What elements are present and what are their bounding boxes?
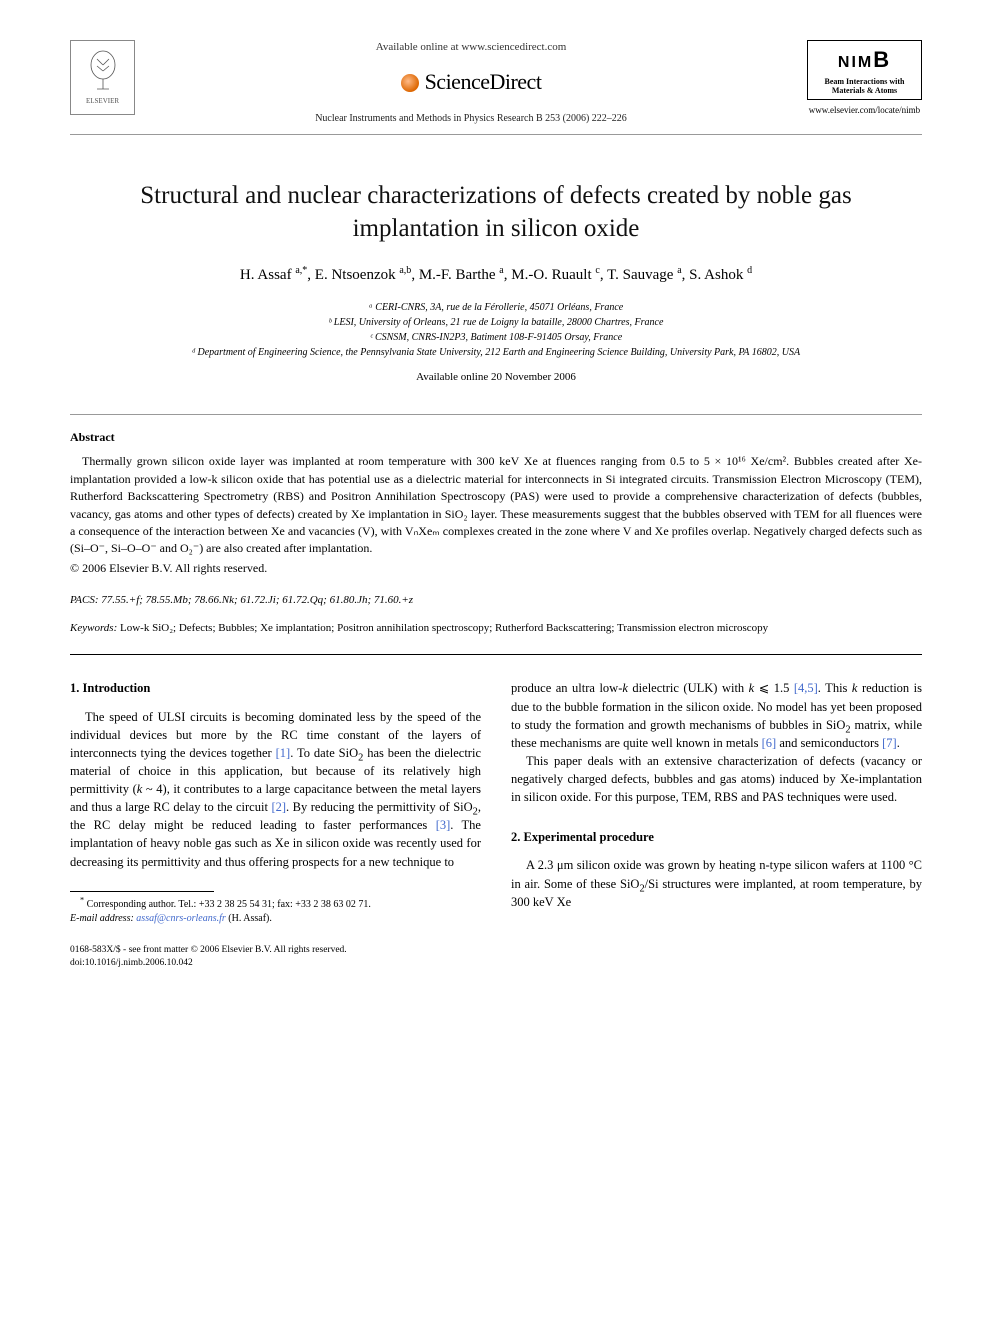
experimental-heading: 2. Experimental procedure bbox=[511, 828, 922, 846]
journal-reference: Nuclear Instruments and Methods in Physi… bbox=[155, 112, 787, 126]
affiliation-a: ᵃ CERI-CNRS, 3A, rue de la Férollerie, 4… bbox=[70, 300, 922, 315]
abstract-text: Thermally grown silicon oxide layer was … bbox=[70, 453, 922, 557]
intro-paragraph-3: This paper deals with an extensive chara… bbox=[511, 752, 922, 806]
sciencedirect-name: ScienceDirect bbox=[425, 67, 542, 98]
nimb-box: NIMB Beam Interactions with Materials & … bbox=[807, 40, 922, 100]
body-columns: 1. Introduction The speed of ULSI circui… bbox=[70, 679, 922, 970]
experimental-paragraph-1: A 2.3 μm silicon oxide was grown by heat… bbox=[511, 856, 922, 910]
affiliations: ᵃ CERI-CNRS, 3A, rue de la Férollerie, 4… bbox=[70, 300, 922, 360]
body-top-rule bbox=[70, 654, 922, 655]
intro-paragraph-1: The speed of ULSI circuits is becoming d… bbox=[70, 708, 481, 871]
abstract-copyright: © 2006 Elsevier B.V. All rights reserved… bbox=[70, 560, 922, 577]
pacs-line: PACS: 77.55.+f; 78.55.Mb; 78.66.Nk; 61.7… bbox=[70, 593, 922, 608]
ref-1[interactable]: [1] bbox=[276, 746, 291, 760]
journal-acronym: NIMB bbox=[814, 45, 915, 76]
keywords-text: Low-k SiO₂; Defects; Bubbles; Xe implant… bbox=[120, 622, 768, 634]
ref-7[interactable]: [7] bbox=[882, 736, 897, 750]
abstract-heading: Abstract bbox=[70, 429, 922, 446]
corresponding-email-link[interactable]: assaf@cnrs-orleans.fr bbox=[136, 913, 225, 924]
article-title: Structural and nuclear characterizations… bbox=[110, 180, 882, 245]
keywords-line: Keywords: Low-k SiO₂; Defects; Bubbles; … bbox=[70, 620, 922, 637]
affiliation-d: ᵈ Department of Engineering Science, the… bbox=[70, 345, 922, 360]
pacs-codes: 77.55.+f; 78.55.Mb; 78.66.Nk; 61.72.Ji; … bbox=[101, 594, 413, 606]
footer-doi: doi:10.1016/j.nimb.2006.10.042 bbox=[70, 957, 481, 970]
journal-subtitle: Beam Interactions with Materials & Atoms bbox=[814, 78, 915, 96]
affiliation-b: ᵇ LESI, University of Orleans, 21 rue de… bbox=[70, 315, 922, 330]
elsevier-logo: ELSEVIER bbox=[70, 40, 135, 115]
email-author: (H. Assaf). bbox=[228, 913, 272, 924]
footer-info: 0168-583X/$ - see front matter © 2006 El… bbox=[70, 944, 481, 971]
right-column: produce an ultra low-k dielectric (ULK) … bbox=[511, 679, 922, 970]
ref-4-5[interactable]: [4,5] bbox=[794, 681, 818, 695]
abstract-top-rule bbox=[70, 414, 922, 415]
footer-copyright: 0168-583X/$ - see front matter © 2006 El… bbox=[70, 944, 481, 957]
footnote-marker: * bbox=[80, 895, 84, 904]
header-rule bbox=[70, 134, 922, 135]
affiliation-c: ᶜ CSNSM, CNRS-IN2P3, Batiment 108-F-9140… bbox=[70, 330, 922, 345]
corresponding-author-footnote: * Corresponding author. Tel.: +33 2 38 2… bbox=[70, 898, 481, 926]
footnote-text: Corresponding author. Tel.: +33 2 38 25 … bbox=[87, 899, 371, 910]
tree-icon bbox=[85, 49, 121, 97]
pacs-label: PACS: bbox=[70, 594, 99, 606]
author-list: H. Assaf a,*, E. Ntsoenzok a,b, M.-F. Ba… bbox=[70, 265, 922, 286]
keywords-label: Keywords: bbox=[70, 622, 117, 634]
publication-date: Available online 20 November 2006 bbox=[70, 370, 922, 385]
ref-6[interactable]: [6] bbox=[762, 736, 777, 750]
sciencedirect-icon bbox=[401, 74, 419, 92]
header-center: Available online at www.sciencedirect.co… bbox=[135, 40, 807, 126]
intro-heading: 1. Introduction bbox=[70, 679, 481, 697]
journal-url: www.elsevier.com/locate/nimb bbox=[807, 104, 922, 117]
available-online-text: Available online at www.sciencedirect.co… bbox=[155, 40, 787, 55]
journal-header: ELSEVIER Available online at www.science… bbox=[70, 40, 922, 126]
intro-paragraph-2: produce an ultra low-k dielectric (ULK) … bbox=[511, 679, 922, 752]
ref-2[interactable]: [2] bbox=[271, 800, 286, 814]
ref-3[interactable]: [3] bbox=[436, 818, 451, 832]
left-column: 1. Introduction The speed of ULSI circui… bbox=[70, 679, 481, 970]
publisher-name: ELSEVIER bbox=[86, 97, 119, 107]
email-label: E-mail address: bbox=[70, 913, 134, 924]
sciencedirect-logo: ScienceDirect bbox=[401, 67, 542, 98]
footnote-separator bbox=[70, 891, 214, 892]
journal-logo-box: NIMB Beam Interactions with Materials & … bbox=[807, 40, 922, 117]
